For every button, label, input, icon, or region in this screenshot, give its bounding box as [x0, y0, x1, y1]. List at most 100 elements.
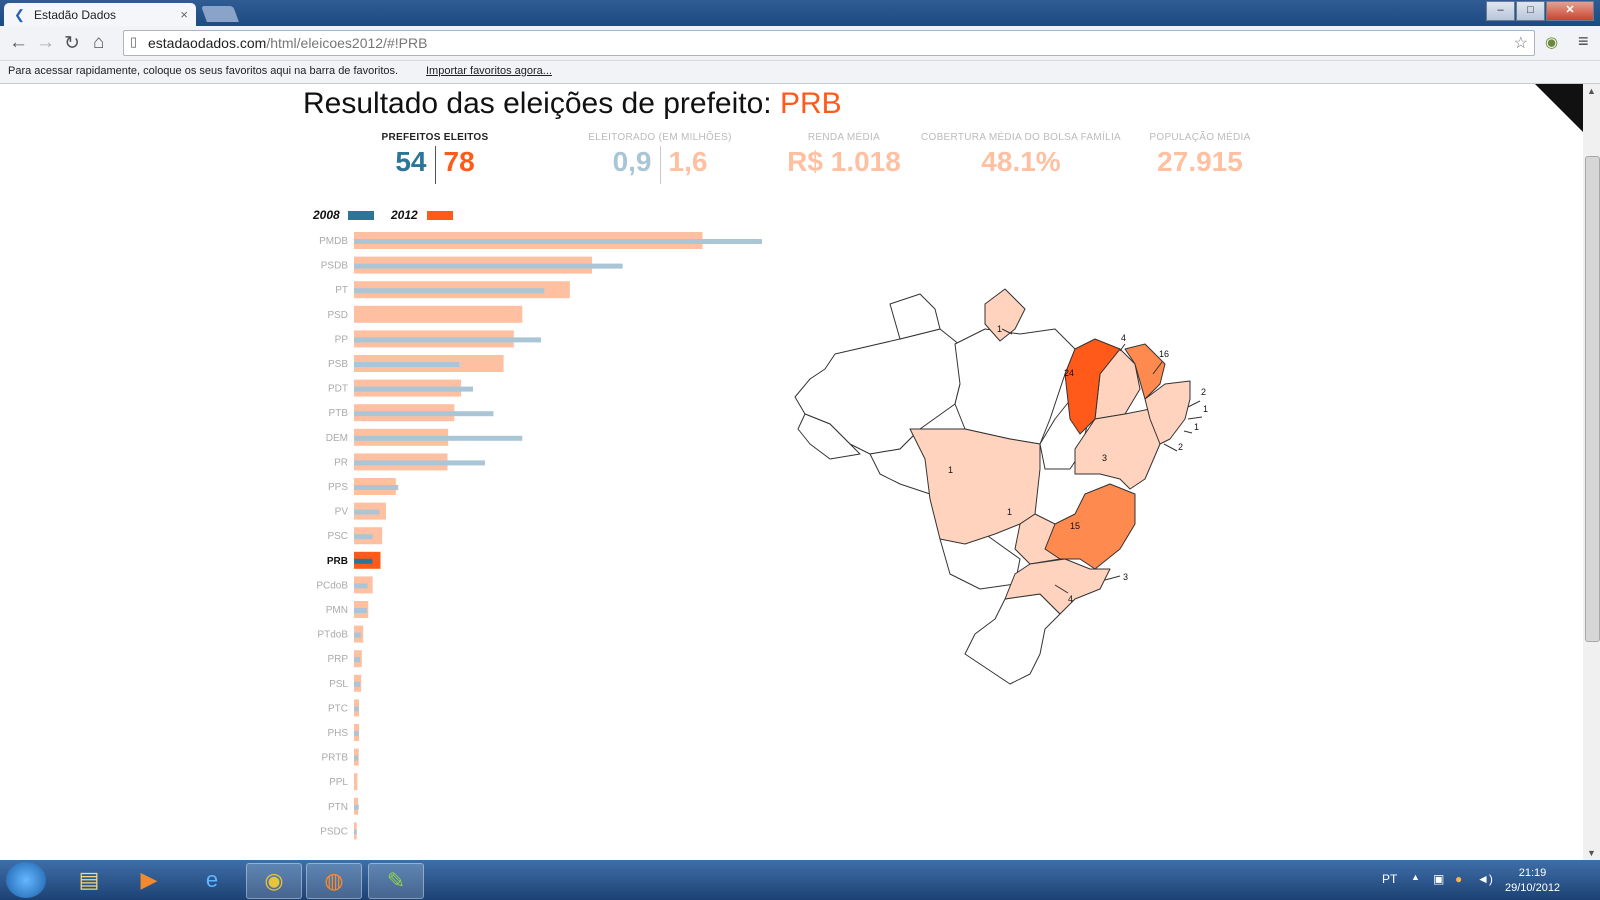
bar-label-prp[interactable]: PRP: [327, 654, 348, 665]
bar-label-ptc[interactable]: PTC: [328, 703, 348, 714]
menu-icon[interactable]: ≡: [1578, 31, 1589, 51]
app-icon[interactable]: ✎: [368, 863, 424, 899]
bar-2008-pdt[interactable]: [354, 386, 473, 392]
bar-2008-pps[interactable]: [354, 485, 399, 490]
bar-2008-ptdob[interactable]: [354, 632, 361, 638]
tray-expand-icon[interactable]: ▲: [1411, 872, 1420, 882]
bar-2008-ptc[interactable]: [354, 706, 359, 712]
firefox-icon[interactable]: ◍: [306, 863, 362, 899]
media-player-icon[interactable]: ▶: [140, 867, 158, 892]
bar-label-pt[interactable]: PT: [335, 285, 348, 296]
bar-2008-psl[interactable]: [354, 681, 361, 687]
start-button[interactable]: [6, 862, 46, 898]
bar-label-pv[interactable]: PV: [335, 507, 349, 518]
bar-2012-ppl[interactable]: [354, 773, 358, 791]
bar-label-psd[interactable]: PSD: [327, 310, 348, 321]
language-indicator[interactable]: PT: [1382, 872, 1398, 886]
bar-label-psdb[interactable]: PSDB: [321, 261, 349, 272]
map-state-goias-white[interactable]: [939, 533, 1021, 590]
bar-2008-dem[interactable]: [354, 435, 523, 441]
bar-label-ptn[interactable]: PTN: [328, 802, 348, 813]
bar-label-pps[interactable]: PPS: [328, 482, 348, 493]
bar-label-pr[interactable]: PR: [334, 457, 348, 468]
bar-label-pp[interactable]: PP: [335, 334, 349, 345]
bar-2008-psdc[interactable]: [354, 829, 357, 835]
bolsa-label: COBERTURA MÉDIA DO BOLSA FAMÍLIA: [920, 132, 1122, 143]
bar-label-psc[interactable]: PSC: [327, 531, 348, 542]
tab-estadao-dados[interactable]: ❮ Estadão Dados ×: [4, 3, 196, 26]
bar-label-prtb[interactable]: PRTB: [322, 753, 349, 764]
bar-2008-ptn[interactable]: [354, 804, 359, 810]
bar-2008-psdb[interactable]: [354, 263, 623, 269]
bar-label-pmdb[interactable]: PMDB: [319, 236, 348, 247]
map-state-ceara-mid[interactable]: [1124, 343, 1166, 400]
scrollbar-thumb[interactable]: [1585, 156, 1600, 642]
bar-2008-pmn[interactable]: [354, 608, 367, 613]
bar-label-ptdob[interactable]: PTdoB: [317, 630, 348, 641]
bar-label-ptb[interactable]: PTB: [329, 408, 349, 419]
bookmark-star-icon[interactable]: ☆: [1513, 35, 1528, 52]
bar-2008-pr[interactable]: [354, 460, 485, 466]
map-state-maranhao[interactable]: [1064, 338, 1121, 435]
scroll-down-icon[interactable]: ▼: [1587, 848, 1596, 858]
bar-2008-pt[interactable]: [354, 288, 545, 294]
volume-icon[interactable]: ◄): [1477, 872, 1493, 886]
forward-icon[interactable]: →: [36, 32, 55, 53]
url-text[interactable]: estadaodados.com/html/eleicoes2012/#!PRB: [148, 35, 428, 51]
internet-explorer-icon[interactable]: e: [205, 867, 219, 892]
import-bookmarks-link[interactable]: Importar favoritos agora...: [426, 65, 552, 77]
scroll-up-icon[interactable]: ▲: [1587, 86, 1596, 96]
minimize-button[interactable]: –: [1486, 1, 1515, 21]
corner-ribbon[interactable]: [1535, 84, 1583, 132]
map-label: 2: [1178, 442, 1183, 452]
reload-icon[interactable]: ↻: [64, 33, 80, 54]
map-state-amapa[interactable]: [984, 288, 1026, 342]
bar-2008-prp[interactable]: [354, 657, 361, 663]
extension-icon[interactable]: ◉: [1545, 34, 1559, 51]
bar-2008-psc[interactable]: [354, 534, 373, 540]
map-state-south[interactable]: [964, 593, 1061, 685]
bar-2008-pp[interactable]: [354, 337, 541, 343]
bar-2008-prtb[interactable]: [354, 755, 359, 761]
new-tab-button[interactable]: [201, 6, 239, 22]
bar-label-psb[interactable]: PSB: [328, 359, 348, 370]
bar-label-pcdob[interactable]: PCdoB: [316, 580, 348, 591]
bar-2008-pmdb[interactable]: [354, 239, 762, 244]
bar-label-prb[interactable]: PRB: [327, 556, 348, 567]
explorer-icon[interactable]: ▤: [78, 867, 100, 892]
bar-label-pdt[interactable]: PDT: [328, 384, 348, 395]
map-state-bahia[interactable]: [1074, 408, 1161, 490]
bar-label-phs[interactable]: PHS: [327, 728, 348, 739]
bar-2008-ptb[interactable]: [354, 411, 494, 417]
maximize-button[interactable]: □: [1516, 1, 1545, 21]
bar-2008-phs[interactable]: [354, 731, 359, 736]
address-bar[interactable]: ▯ estadaodados.com/html/eleicoes2012/#!P…: [123, 30, 1535, 56]
bar-label-psl[interactable]: PSL: [329, 679, 348, 690]
bar-2008-prb[interactable]: [354, 558, 373, 564]
map-state-minas-gerais[interactable]: [1044, 483, 1136, 570]
chrome-icon[interactable]: ◉: [246, 863, 302, 899]
map-state-para[interactable]: [954, 328, 1076, 445]
network-icon[interactable]: ▣: [1433, 872, 1445, 886]
map-state-northeast-coast[interactable]: [1144, 380, 1191, 445]
system-clock[interactable]: 21:19 29/10/2012: [1505, 866, 1560, 896]
home-icon[interactable]: ⌂: [93, 32, 105, 53]
close-window-button[interactable]: ✕: [1546, 1, 1594, 21]
tab-close-icon[interactable]: ×: [180, 7, 188, 22]
eleitorado-2008: 0,9: [612, 146, 652, 177]
bar-2008-pcdob[interactable]: [354, 583, 368, 589]
bar-label-pmn[interactable]: PMN: [326, 605, 348, 616]
back-icon[interactable]: ←: [9, 32, 28, 53]
map-state-acre[interactable]: [797, 413, 861, 460]
update-icon[interactable]: ●: [1455, 872, 1463, 886]
bar-2012-psd[interactable]: [354, 305, 523, 323]
clock-date: 29/10/2012: [1505, 882, 1561, 894]
bar-2008-psb[interactable]: [354, 362, 460, 367]
bar-label-ppl[interactable]: PPL: [329, 777, 348, 788]
bar-label-dem[interactable]: DEM: [326, 433, 348, 444]
bar-label-psdc[interactable]: PSDC: [320, 826, 348, 837]
stat-populacao: POPULAÇÃO MÉDIA 27.915: [1140, 132, 1260, 178]
bar-2008-pv[interactable]: [354, 509, 380, 515]
vertical-scrollbar[interactable]: ▲ ▼: [1583, 84, 1600, 860]
map-state-roraima[interactable]: [889, 293, 941, 340]
